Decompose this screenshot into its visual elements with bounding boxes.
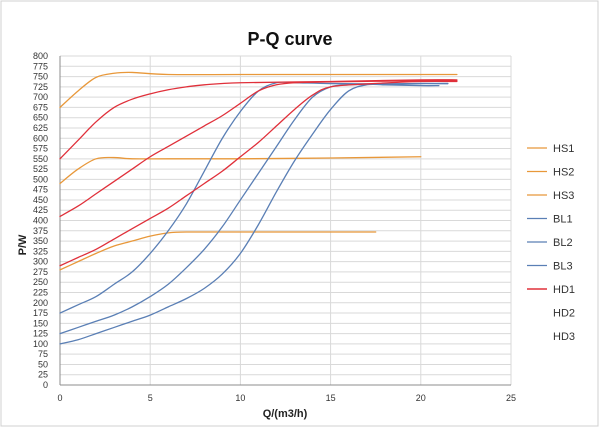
axis-layer: 0255075100125150175200225250275300325350… [33, 51, 516, 403]
y-tick-label: 525 [33, 164, 48, 174]
y-tick-label: 600 [33, 133, 48, 143]
chart-title: P-Q curve [247, 29, 332, 49]
legend-label-hd1: HD1 [553, 284, 575, 296]
y-tick-label: 650 [33, 113, 48, 123]
series-line-bl3 [59, 83, 440, 345]
y-tick-label: 250 [33, 277, 48, 287]
legend-label-hs2: HS2 [553, 167, 574, 179]
y-tick-label: 625 [33, 123, 48, 133]
legend-label-hd2: HD2 [553, 308, 575, 320]
y-tick-label: 400 [33, 216, 48, 226]
series-line-bl1 [59, 81, 449, 314]
y-tick-label: 300 [33, 257, 48, 267]
legend-label-hs1: HS1 [553, 143, 574, 155]
legend-label-hd3: HD3 [553, 331, 575, 343]
series-line-hs2 [59, 156, 422, 185]
y-tick-label: 25 [38, 370, 48, 380]
y-tick-label: 500 [33, 174, 48, 184]
x-tick-label: 0 [57, 393, 62, 403]
y-tick-label: 775 [33, 61, 48, 71]
y-tick-label: 275 [33, 267, 48, 277]
series-line-hs3 [59, 231, 377, 271]
y-tick-label: 800 [33, 51, 48, 61]
y-tick-label: 350 [33, 236, 48, 246]
y-tick-label: 675 [33, 102, 48, 112]
legend-label-bl2: BL2 [553, 237, 573, 249]
x-tick-label: 20 [416, 393, 426, 403]
y-tick-label: 550 [33, 154, 48, 164]
legend-label-hs3: HS3 [553, 190, 574, 202]
y-tick-label: 125 [33, 329, 48, 339]
y-tick-label: 750 [33, 72, 48, 82]
y-tick-label: 700 [33, 92, 48, 102]
y-tick-label: 575 [33, 144, 48, 154]
series-line-hd2 [59, 79, 458, 218]
series-line-hd3 [59, 80, 458, 267]
y-tick-label: 175 [33, 308, 48, 318]
legend-label-bl1: BL1 [553, 214, 573, 226]
y-axis-title: P/W [17, 234, 29, 255]
y-tick-label: 0 [43, 380, 48, 390]
y-tick-label: 425 [33, 205, 48, 215]
y-tick-label: 200 [33, 298, 48, 308]
y-tick-label: 50 [38, 359, 48, 369]
y-tick-label: 75 [38, 349, 48, 359]
x-axis-title: Q/(m3/h) [263, 408, 308, 420]
y-tick-label: 325 [33, 246, 48, 256]
series-line-hs1 [59, 71, 458, 109]
x-tick-label: 25 [506, 393, 516, 403]
legend-label-bl3: BL3 [553, 261, 573, 273]
legend: HS1 HS2 HS3 BL1 BL2 BL3 HD1 HD2 HD3 [527, 143, 575, 343]
y-tick-label: 375 [33, 226, 48, 236]
grid-layer [59, 55, 512, 386]
y-tick-label: 150 [33, 318, 48, 328]
y-tick-label: 450 [33, 195, 48, 205]
x-tick-label: 10 [235, 393, 245, 403]
y-tick-label: 475 [33, 185, 48, 195]
series-layer [59, 71, 458, 345]
y-tick-label: 225 [33, 287, 48, 297]
y-tick-label: 725 [33, 82, 48, 92]
x-tick-label: 15 [326, 393, 336, 403]
x-tick-label: 5 [148, 393, 153, 403]
y-tick-label: 100 [33, 339, 48, 349]
